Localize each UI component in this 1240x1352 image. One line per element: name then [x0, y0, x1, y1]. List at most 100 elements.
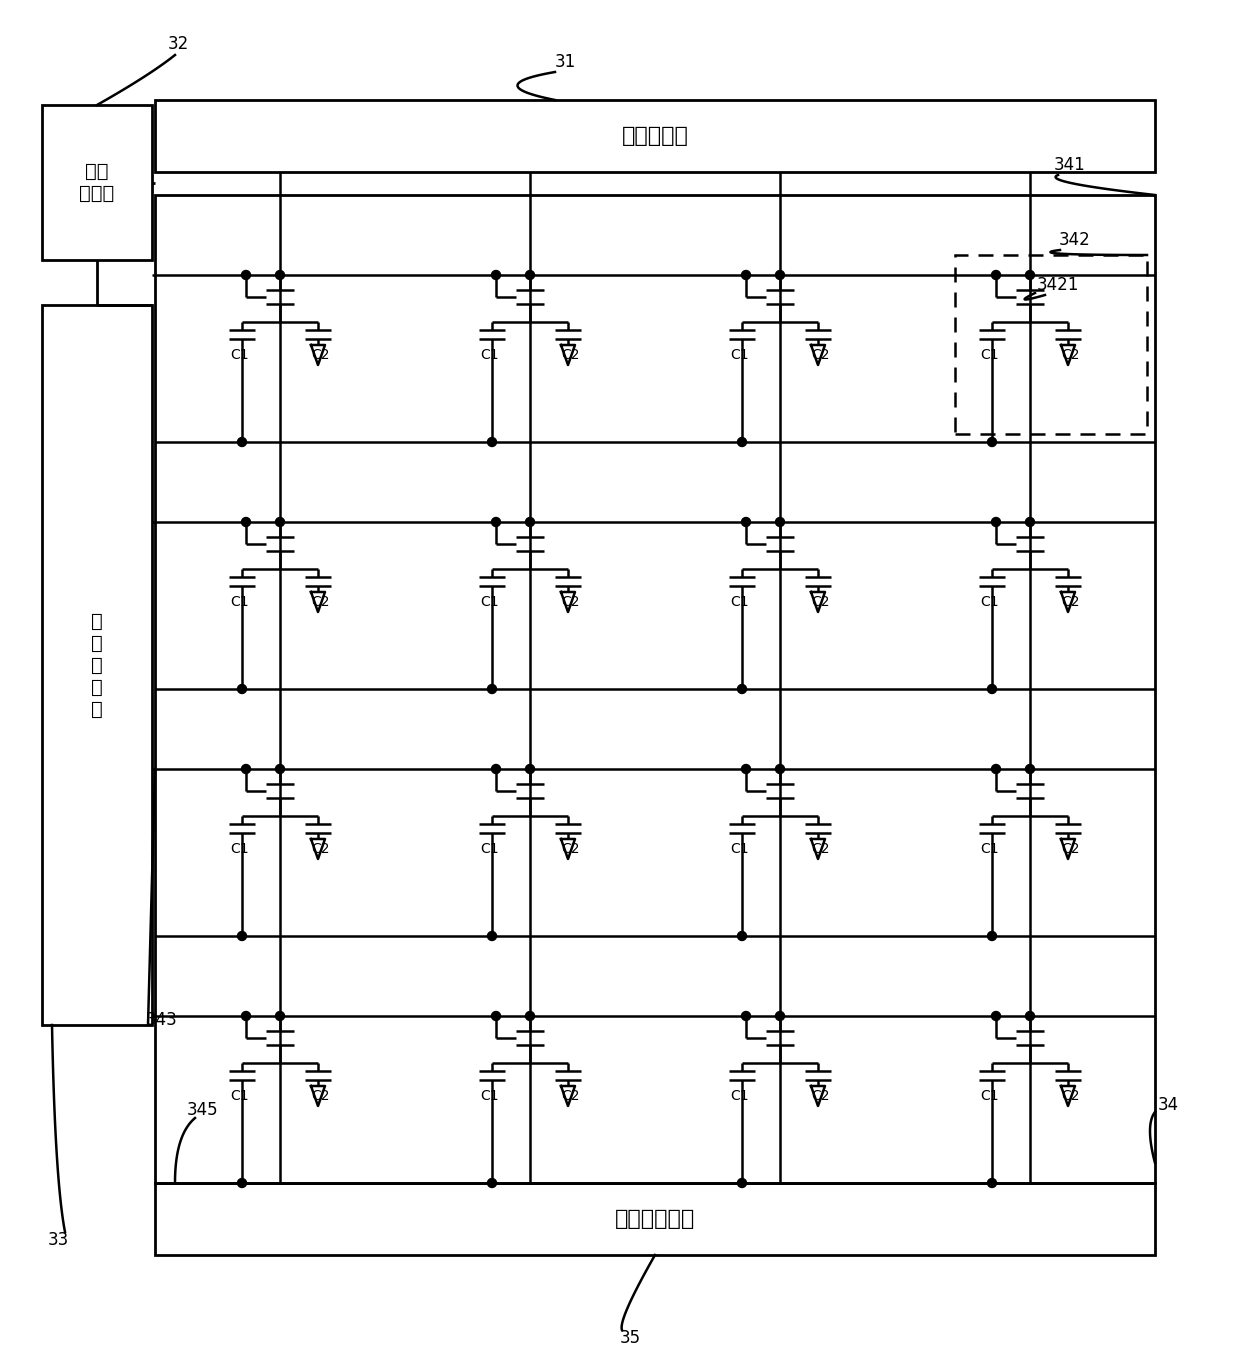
Circle shape	[1025, 270, 1034, 280]
Text: C1: C1	[481, 595, 500, 608]
Text: C1: C1	[231, 842, 249, 856]
Text: 34: 34	[1157, 1096, 1178, 1114]
Text: 33: 33	[47, 1232, 68, 1249]
Circle shape	[242, 1011, 250, 1021]
Circle shape	[742, 1011, 750, 1021]
Circle shape	[742, 518, 750, 526]
Circle shape	[1025, 518, 1034, 526]
Bar	[155, 195, 1154, 1183]
Text: C1: C1	[231, 1088, 249, 1103]
Circle shape	[987, 684, 997, 694]
Text: 35: 35	[620, 1329, 641, 1347]
Circle shape	[275, 764, 284, 773]
Text: C2: C2	[811, 595, 830, 608]
Circle shape	[275, 270, 284, 280]
Circle shape	[738, 1179, 746, 1187]
Bar	[155, 1183, 1154, 1255]
Text: C2: C2	[811, 347, 830, 362]
Text: 源极驱动器: 源极驱动器	[621, 126, 688, 146]
Text: C1: C1	[481, 347, 500, 362]
Text: 31: 31	[554, 53, 575, 72]
Circle shape	[238, 1179, 247, 1187]
Text: C2: C2	[1060, 1088, 1079, 1103]
Circle shape	[491, 518, 501, 526]
Text: C1: C1	[231, 347, 249, 362]
Text: C1: C1	[481, 1088, 500, 1103]
Circle shape	[992, 518, 1001, 526]
Text: C1: C1	[730, 1088, 749, 1103]
Text: C2: C2	[811, 1088, 830, 1103]
Circle shape	[738, 438, 746, 446]
Circle shape	[742, 270, 750, 280]
Circle shape	[1025, 764, 1034, 773]
Text: C1: C1	[981, 1088, 999, 1103]
Text: C2: C2	[311, 347, 330, 362]
Circle shape	[487, 932, 496, 941]
Text: 公共电压电路: 公共电压电路	[615, 1209, 696, 1229]
Circle shape	[992, 1011, 1001, 1021]
Text: C1: C1	[730, 842, 749, 856]
Circle shape	[738, 932, 746, 941]
Circle shape	[238, 684, 247, 694]
Bar	[42, 105, 153, 260]
Text: 栅
极
驱
动
器: 栅 极 驱 动 器	[91, 611, 103, 718]
Bar	[42, 306, 153, 1025]
Circle shape	[775, 518, 785, 526]
Text: C2: C2	[560, 347, 579, 362]
Text: C2: C2	[311, 1088, 330, 1103]
Text: C1: C1	[231, 595, 249, 608]
Text: C2: C2	[560, 1088, 579, 1103]
Circle shape	[491, 1011, 501, 1021]
Text: C2: C2	[311, 595, 330, 608]
Text: C1: C1	[981, 595, 999, 608]
Circle shape	[526, 1011, 534, 1021]
Text: C1: C1	[730, 595, 749, 608]
Circle shape	[242, 518, 250, 526]
Text: C2: C2	[560, 842, 579, 856]
Circle shape	[742, 764, 750, 773]
Circle shape	[487, 684, 496, 694]
Text: 342: 342	[1059, 231, 1091, 249]
Text: C2: C2	[311, 842, 330, 856]
Text: C2: C2	[560, 595, 579, 608]
Circle shape	[992, 270, 1001, 280]
Circle shape	[242, 764, 250, 773]
Circle shape	[275, 1011, 284, 1021]
Text: 时序
控制器: 时序 控制器	[79, 162, 114, 203]
Text: C2: C2	[1060, 842, 1079, 856]
Circle shape	[526, 270, 534, 280]
Text: C2: C2	[1060, 347, 1079, 362]
Text: 343: 343	[146, 1011, 177, 1029]
Circle shape	[987, 438, 997, 446]
Circle shape	[275, 518, 284, 526]
Circle shape	[992, 764, 1001, 773]
Circle shape	[775, 1011, 785, 1021]
Circle shape	[242, 270, 250, 280]
Circle shape	[738, 684, 746, 694]
Circle shape	[987, 932, 997, 941]
Text: C1: C1	[981, 842, 999, 856]
Circle shape	[491, 764, 501, 773]
Text: 32: 32	[167, 35, 188, 53]
Circle shape	[775, 270, 785, 280]
Circle shape	[1025, 1011, 1034, 1021]
Circle shape	[487, 1179, 496, 1187]
Bar	[155, 100, 1154, 172]
Text: C2: C2	[811, 842, 830, 856]
Circle shape	[487, 438, 496, 446]
Circle shape	[987, 1179, 997, 1187]
Text: 345: 345	[187, 1101, 218, 1119]
Circle shape	[238, 438, 247, 446]
Text: C1: C1	[481, 842, 500, 856]
Text: 341: 341	[1054, 155, 1086, 174]
Circle shape	[775, 764, 785, 773]
Text: C1: C1	[730, 347, 749, 362]
Bar	[955, 256, 1147, 434]
Circle shape	[526, 518, 534, 526]
Circle shape	[491, 270, 501, 280]
Text: C2: C2	[1060, 595, 1079, 608]
Text: C1: C1	[981, 347, 999, 362]
Circle shape	[238, 932, 247, 941]
Text: 3421: 3421	[1037, 276, 1079, 293]
Circle shape	[526, 764, 534, 773]
